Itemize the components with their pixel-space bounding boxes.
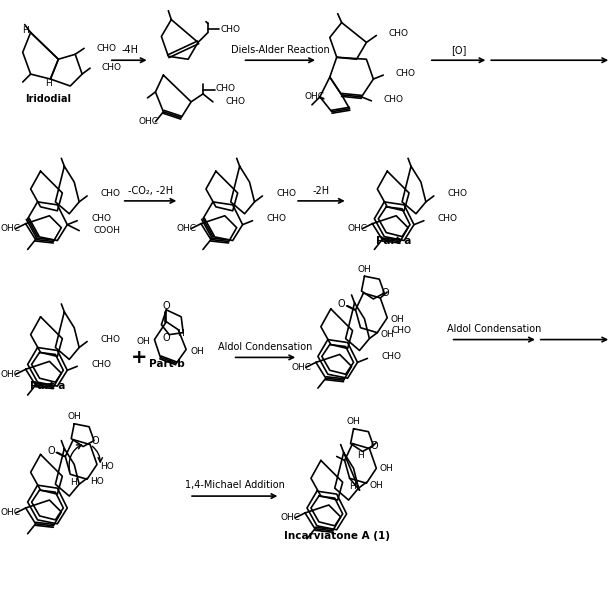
Text: CHO: CHO xyxy=(91,360,111,369)
Text: CHO: CHO xyxy=(102,63,122,71)
Text: O: O xyxy=(371,441,378,451)
Text: OHC: OHC xyxy=(291,363,311,372)
Text: Part a: Part a xyxy=(376,235,412,245)
Text: O: O xyxy=(163,301,170,311)
Text: CHO: CHO xyxy=(96,44,116,53)
Text: H: H xyxy=(349,481,356,491)
Text: OH: OH xyxy=(137,337,150,346)
FancyArrowPatch shape xyxy=(69,445,81,471)
Text: CHO: CHO xyxy=(391,326,411,335)
Text: CHO: CHO xyxy=(221,25,241,34)
Text: CHO: CHO xyxy=(226,97,246,106)
Text: OHC: OHC xyxy=(1,370,21,379)
Text: -2H: -2H xyxy=(313,186,330,196)
Text: CHO: CHO xyxy=(216,84,236,93)
Text: -4H: -4H xyxy=(121,45,138,55)
Text: CHO: CHO xyxy=(383,96,403,104)
Text: H: H xyxy=(177,329,184,338)
Text: CHO: CHO xyxy=(395,68,415,78)
Text: -CO₂, -2H: -CO₂, -2H xyxy=(128,186,173,196)
Text: Part b: Part b xyxy=(149,359,185,369)
Text: Aldol Condensation: Aldol Condensation xyxy=(447,324,542,334)
Text: CHO: CHO xyxy=(101,189,121,198)
Text: OHC: OHC xyxy=(1,224,21,233)
Text: Part a: Part a xyxy=(30,381,65,391)
Text: O: O xyxy=(338,299,346,309)
Text: OH: OH xyxy=(380,330,394,339)
Text: OH: OH xyxy=(68,412,81,421)
Text: +: + xyxy=(131,348,148,367)
Text: HO: HO xyxy=(100,462,114,471)
Text: H: H xyxy=(70,478,77,487)
Text: CHO: CHO xyxy=(101,335,121,344)
FancyArrowPatch shape xyxy=(92,446,103,462)
Text: HO: HO xyxy=(90,477,104,486)
Text: CHO: CHO xyxy=(381,352,402,361)
Text: Iridodial: Iridodial xyxy=(25,94,71,104)
Text: OHC: OHC xyxy=(139,117,158,126)
Text: CHO: CHO xyxy=(448,189,468,198)
Text: OH: OH xyxy=(391,315,404,324)
Text: O: O xyxy=(163,333,170,343)
Text: OHC: OHC xyxy=(280,513,300,522)
Text: O: O xyxy=(91,435,99,445)
Text: Diels-Alder Reaction: Diels-Alder Reaction xyxy=(231,45,330,55)
Text: CHO: CHO xyxy=(266,214,286,223)
Text: COOH: COOH xyxy=(93,226,120,235)
Text: Aldol Condensation: Aldol Condensation xyxy=(218,342,313,352)
Text: CHO: CHO xyxy=(276,189,297,198)
Text: O: O xyxy=(48,445,55,455)
Text: OHC: OHC xyxy=(176,224,196,233)
Text: OHC: OHC xyxy=(304,93,324,101)
Text: CHO: CHO xyxy=(91,214,111,223)
Text: CHO: CHO xyxy=(438,214,458,223)
Text: OHC: OHC xyxy=(348,224,368,233)
Text: OH: OH xyxy=(357,265,371,274)
Text: CHO: CHO xyxy=(388,29,408,38)
Text: [O]: [O] xyxy=(451,45,466,55)
Text: OH: OH xyxy=(347,417,360,427)
Text: Incarviatone A (1): Incarviatone A (1) xyxy=(284,531,390,540)
Text: OHC: OHC xyxy=(1,509,21,517)
Text: O: O xyxy=(381,288,389,298)
Text: 1,4-Michael Addition: 1,4-Michael Addition xyxy=(185,480,285,490)
Text: OH: OH xyxy=(370,481,383,490)
Text: H: H xyxy=(357,451,364,460)
Text: H: H xyxy=(22,26,29,35)
Text: OH: OH xyxy=(379,464,393,473)
Text: H: H xyxy=(45,78,52,87)
Text: OH: OH xyxy=(190,347,204,356)
